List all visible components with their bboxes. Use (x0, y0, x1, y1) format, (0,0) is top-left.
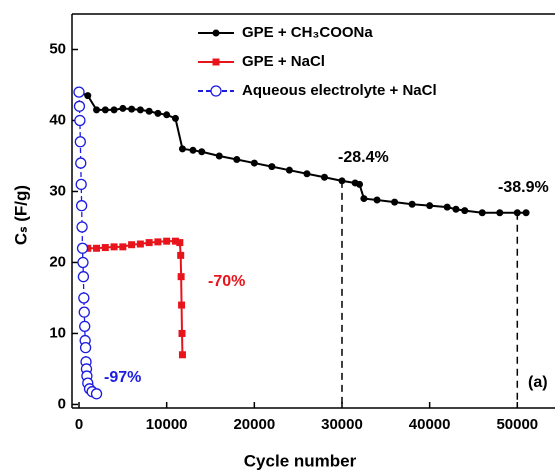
marker (212, 58, 220, 66)
marker (176, 239, 184, 247)
marker (285, 166, 293, 174)
marker (145, 107, 153, 115)
x-tick-label: 50000 (496, 416, 538, 433)
marker (391, 198, 399, 206)
marker (136, 106, 144, 114)
marker (101, 244, 109, 252)
marker (452, 205, 460, 213)
series (75, 88, 530, 217)
marker (233, 156, 241, 164)
x-tick-label: 20000 (233, 416, 275, 433)
marker (110, 243, 118, 251)
marker (478, 209, 486, 217)
marker (78, 306, 90, 318)
series-line (87, 240, 184, 355)
annotation: (a) (528, 374, 548, 391)
marker (128, 105, 136, 113)
marker (268, 163, 276, 171)
marker (426, 202, 434, 210)
marker (178, 301, 186, 309)
marker (75, 157, 87, 169)
marker (77, 271, 90, 283)
x-tick-label: 10000 (146, 416, 188, 433)
marker (163, 237, 171, 245)
marker (79, 342, 92, 354)
legend-label: GPE + CH₃COONa (242, 24, 373, 41)
marker (177, 273, 185, 281)
y-tick-label: 40 (49, 111, 66, 128)
x-axis-label: Cycle number (244, 451, 357, 470)
marker (73, 86, 85, 98)
y-tick-label: 0 (58, 395, 66, 412)
marker (178, 329, 186, 337)
legend-label: Aqueous electrolyte + NaCl (242, 82, 437, 99)
annotation: -28.4% (338, 149, 389, 166)
marker (77, 256, 89, 269)
x-tick-label: 40000 (409, 416, 451, 433)
marker (78, 292, 90, 304)
marker (163, 111, 171, 119)
marker (76, 242, 89, 254)
marker (75, 200, 88, 212)
marker (250, 159, 258, 167)
y-tick-label: 30 (49, 182, 66, 199)
marker (84, 92, 92, 100)
marker (408, 200, 416, 208)
marker (145, 239, 153, 247)
marker (212, 29, 220, 37)
series (84, 237, 186, 359)
marker (443, 203, 451, 211)
marker (75, 178, 87, 191)
marker (215, 152, 223, 160)
marker (210, 85, 222, 97)
marker (154, 109, 162, 117)
marker (119, 243, 127, 251)
marker (76, 221, 88, 233)
marker (360, 195, 368, 203)
marker (74, 136, 86, 148)
marker (128, 241, 136, 249)
marker (154, 238, 162, 246)
y-axis-label: Cₛ (F/g) (11, 185, 30, 245)
marker (136, 240, 144, 248)
marker (198, 148, 206, 156)
x-tick-label: 0 (75, 416, 83, 433)
marker (513, 209, 521, 217)
marker (90, 388, 103, 400)
marker (178, 351, 186, 359)
marker (171, 237, 179, 245)
marker (93, 244, 101, 252)
marker (177, 251, 185, 259)
y-tick-label: 50 (49, 40, 66, 57)
marker (79, 320, 91, 333)
annotation: -97% (104, 369, 141, 386)
annotation: -38.9% (498, 179, 549, 196)
marker (73, 100, 86, 112)
marker (119, 104, 127, 112)
legend-label: GPE + NaCl (242, 53, 325, 70)
marker (101, 106, 109, 114)
marker (461, 207, 469, 215)
marker (356, 180, 364, 188)
marker (303, 170, 311, 178)
x-tick-label: 30000 (321, 416, 363, 433)
y-tick-label: 20 (49, 253, 66, 270)
marker (522, 209, 530, 217)
y-tick-label: 10 (49, 324, 66, 341)
marker (74, 114, 86, 127)
marker (320, 173, 328, 181)
marker (189, 146, 197, 154)
marker (110, 106, 118, 114)
marker (338, 177, 346, 185)
annotation: -70% (208, 273, 245, 290)
marker (171, 114, 179, 122)
marker (178, 145, 186, 153)
marker (373, 196, 381, 204)
series (73, 86, 103, 400)
marker (496, 209, 504, 217)
marker (93, 106, 101, 114)
